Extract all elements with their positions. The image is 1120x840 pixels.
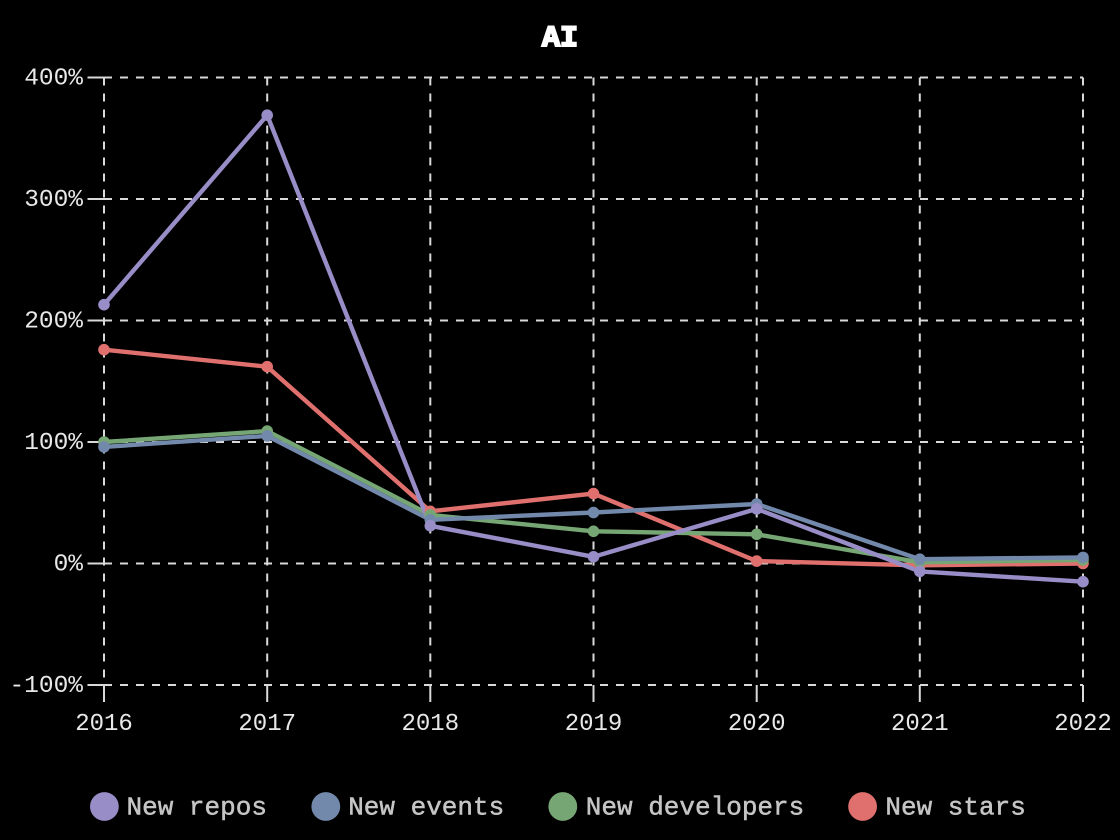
svg-text:AI: AI (542, 22, 578, 56)
svg-text:100%: 100% (24, 430, 83, 457)
svg-text:2022: 2022 (1054, 711, 1112, 738)
svg-text:300%: 300% (24, 187, 83, 214)
svg-text:New events: New events (348, 793, 504, 823)
svg-text:2019: 2019 (565, 711, 623, 738)
svg-text:New repos: New repos (127, 793, 267, 823)
svg-text:2018: 2018 (401, 711, 459, 738)
svg-text:2021: 2021 (891, 711, 949, 738)
svg-text:2020: 2020 (728, 711, 786, 738)
svg-text:New developers: New developers (586, 793, 804, 823)
svg-text:2017: 2017 (238, 711, 296, 738)
svg-text:400%: 400% (24, 66, 83, 93)
svg-text:New stars: New stars (885, 793, 1025, 823)
svg-text:0%: 0% (54, 552, 84, 579)
svg-text:-100%: -100% (9, 673, 83, 700)
svg-text:2016: 2016 (75, 711, 133, 738)
svg-text:200%: 200% (24, 309, 83, 336)
